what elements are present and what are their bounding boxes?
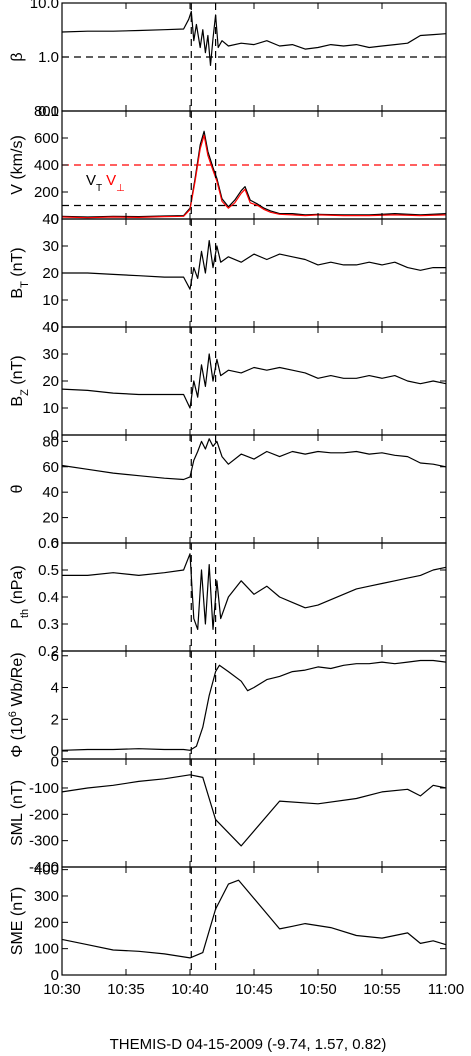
y-axis-label: Pth (nPa) xyxy=(9,565,31,628)
y-axis-label: BZ (nT) xyxy=(9,355,31,406)
y-axis-label: θ xyxy=(9,484,26,493)
panel-frame xyxy=(61,326,447,436)
x-tick-label: 10:55 xyxy=(363,981,401,998)
series-line-0 xyxy=(61,879,447,959)
x-tick-label: 10:50 xyxy=(299,981,337,998)
y-tick-label: 1.0 xyxy=(38,49,59,66)
y-tick-label: 200 xyxy=(34,914,59,931)
y-tick-label: 4 xyxy=(51,680,59,697)
y-tick-label: 40 xyxy=(42,319,59,336)
y-tick-label: -300 xyxy=(29,833,59,850)
y-tick-label: 20 xyxy=(42,265,59,282)
panel-frame xyxy=(61,218,447,328)
x-axis-caption: THEMIS-D 04-15-2009 (-9.74, 1.57, 0.82) xyxy=(110,1036,387,1053)
y-tick-label: 60 xyxy=(42,459,59,476)
panel-bz: 40 30 20 10 0 BZ (nT) xyxy=(9,319,447,444)
x-tick-label: 10:40 xyxy=(171,981,209,998)
panel-sme: 400 300 200 100 0 SME (nT) xyxy=(9,862,447,984)
y-tick-label: 0.1 xyxy=(38,103,59,120)
y-tick-label: 10 xyxy=(42,400,59,417)
y-tick-label: 800 xyxy=(34,103,59,120)
y-tick-label: 200 xyxy=(34,184,59,201)
y-tick-label: -100 xyxy=(29,780,59,797)
y-tick-label: 0 xyxy=(51,319,59,336)
y-tick-label: 0.3 xyxy=(38,616,59,633)
y-tick-label: 20 xyxy=(42,510,59,527)
y-tick-label: 6 xyxy=(51,648,59,665)
y-axis-label: Φ (106 Wb/Re) xyxy=(7,652,26,757)
y-tick-label: 0 xyxy=(51,967,59,984)
y-tick-label: 10.0 xyxy=(30,0,59,12)
y-tick-label: 2 xyxy=(51,711,59,728)
y-tick-label: 0 xyxy=(51,427,59,444)
y-tick-label: 0.2 xyxy=(38,643,59,660)
panel-pth: 0.6 0.5 0.4 0.3 0.2 Pth (nPa) xyxy=(9,535,447,660)
y-tick-label: 30 xyxy=(42,238,59,255)
y-tick-label: 30 xyxy=(42,346,59,363)
y-axis-label: SME (nT) xyxy=(9,887,26,955)
series-line-0 xyxy=(61,353,447,409)
y-tick-label: -400 xyxy=(29,859,59,876)
panel-frame xyxy=(61,542,447,652)
y-tick-label: 400 xyxy=(34,862,59,879)
series-line-0 xyxy=(62,553,447,630)
series-line-0 xyxy=(61,774,447,847)
panel-theta: 80 60 40 20 0 θ xyxy=(9,433,447,552)
y-axis-label: BT (nT) xyxy=(9,247,31,298)
series-line-0 xyxy=(61,10,447,66)
y-tick-label: 400 xyxy=(34,157,59,174)
x-tick-label: 11:00 xyxy=(428,981,464,998)
x-tick-label: 10:45 xyxy=(235,981,273,998)
y-tick-label: 0.4 xyxy=(38,589,59,606)
panel-phi: 6 4 2 0 Φ (106 Wb/Re) xyxy=(7,648,447,760)
x-tick-label: 10:35 xyxy=(107,981,145,998)
panel-bt: 40 30 20 10 0 BT (nT) xyxy=(9,211,447,336)
panel-velocity: VT V⊥ 800 600 400 200 0 V (km/s) xyxy=(9,103,447,228)
y-tick-label: 0 xyxy=(51,743,59,760)
series-line-0 xyxy=(61,659,447,751)
series-line-0 xyxy=(61,438,447,481)
y-tick-label: 40 xyxy=(42,484,59,501)
series-line-0 xyxy=(62,240,446,290)
panel-frame xyxy=(61,866,447,976)
y-tick-label: 0 xyxy=(51,754,59,771)
y-tick-label: 0 xyxy=(51,535,59,552)
y-axis-label: V (km/s) xyxy=(9,135,26,195)
panel-frame xyxy=(61,434,447,544)
y-tick-label: 20 xyxy=(42,373,59,390)
y-tick-label: 40 xyxy=(42,211,59,228)
y-tick-label: 0.5 xyxy=(38,562,59,579)
panel-frame xyxy=(61,650,447,760)
y-tick-label: -200 xyxy=(29,806,59,823)
y-tick-label: 80 xyxy=(42,433,59,450)
y-tick-label: 0.6 xyxy=(38,535,59,552)
panel-frame xyxy=(61,758,447,868)
x-tick-label: 10:30 xyxy=(43,981,81,998)
y-axis-label: β xyxy=(9,52,26,61)
panel-beta: 10.0 1.0 0.1 β xyxy=(9,0,447,120)
y-tick-label: 300 xyxy=(34,888,59,905)
y-tick-label: 0 xyxy=(51,211,59,228)
legend: VT V⊥ xyxy=(86,172,125,194)
y-tick-label: 10 xyxy=(42,292,59,309)
y-tick-label: 100 xyxy=(34,941,59,958)
y-tick-label: 600 xyxy=(34,130,59,147)
y-axis-label: SML (nT) xyxy=(9,780,26,846)
